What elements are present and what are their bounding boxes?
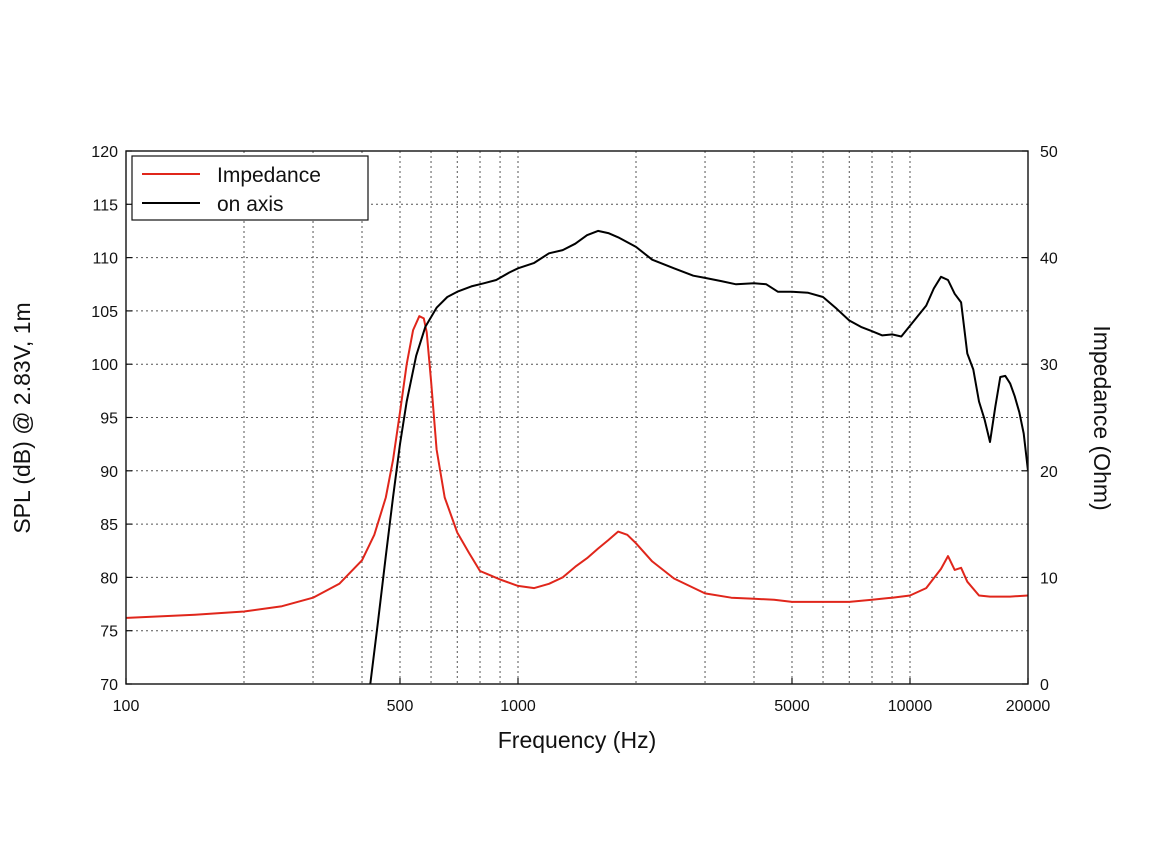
y-right-tick-label: 40	[1040, 251, 1058, 268]
y-tick-label: 100	[91, 357, 118, 374]
x-tick-label: 100	[113, 698, 140, 715]
y-right-tick-label: 0	[1040, 677, 1049, 694]
legend-label-on-axis: on axis	[217, 193, 284, 216]
y-tick-label: 105	[91, 304, 118, 321]
y-right-tick-label: 10	[1040, 570, 1058, 587]
chart-series	[126, 229, 1028, 684]
y-tick-label: 95	[100, 411, 118, 428]
y-tick-label: 70	[100, 677, 118, 694]
chart-ticks: 70 75 80 85 90 95 100 105 110 115 120 0 10 20 30 40 50 10…	[91, 144, 1058, 715]
x-tick-label: 5000	[774, 698, 810, 715]
x-tick-label: 20000	[1006, 698, 1051, 715]
series-line-impedance	[126, 315, 1028, 619]
y-right-tick-label: 50	[1040, 144, 1058, 161]
y-tick-label: 80	[100, 570, 118, 587]
y-right-tick-label: 30	[1040, 357, 1058, 374]
y-tick-label: 85	[100, 517, 118, 534]
x-tick-label: 1000	[500, 698, 536, 715]
y-tick-label: 115	[92, 197, 118, 214]
x-tick-label: 10000	[888, 698, 933, 715]
y-right-tick-label: 20	[1040, 464, 1058, 481]
y-tick-label: 120	[91, 144, 118, 161]
x-axis-title: Frequency (Hz)	[498, 727, 656, 753]
legend-box	[131, 155, 369, 221]
legend-label-impedance: Impedance	[217, 164, 321, 187]
y-tick-label: 75	[100, 624, 118, 641]
chart-legend: Impedance on axis	[131, 155, 369, 221]
y-tick-label: 90	[100, 464, 118, 481]
y-axis-title: SPL (dB) @ 2.83V, 1m	[9, 302, 35, 533]
chart-grid	[126, 151, 1028, 684]
y-right-axis-title: Impedance (Ohm)	[1089, 325, 1115, 510]
x-tick-label: 500	[387, 698, 414, 715]
y-tick-label: 110	[92, 251, 118, 268]
series-line-on-axis	[369, 229, 1028, 684]
